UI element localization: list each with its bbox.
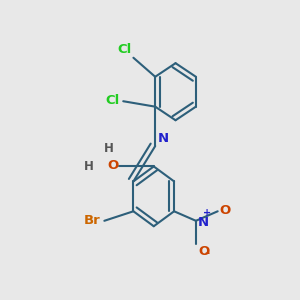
Text: O: O [198, 245, 209, 258]
Text: O: O [107, 159, 118, 172]
Text: Br: Br [84, 214, 101, 227]
Text: H: H [104, 142, 114, 155]
Text: Cl: Cl [106, 94, 120, 107]
Text: N: N [158, 132, 169, 145]
Text: N: N [198, 216, 209, 229]
Text: Cl: Cl [117, 43, 131, 56]
Text: H: H [84, 160, 94, 173]
Text: -: - [205, 247, 210, 260]
Text: O: O [219, 204, 230, 217]
Text: +: + [203, 208, 211, 218]
